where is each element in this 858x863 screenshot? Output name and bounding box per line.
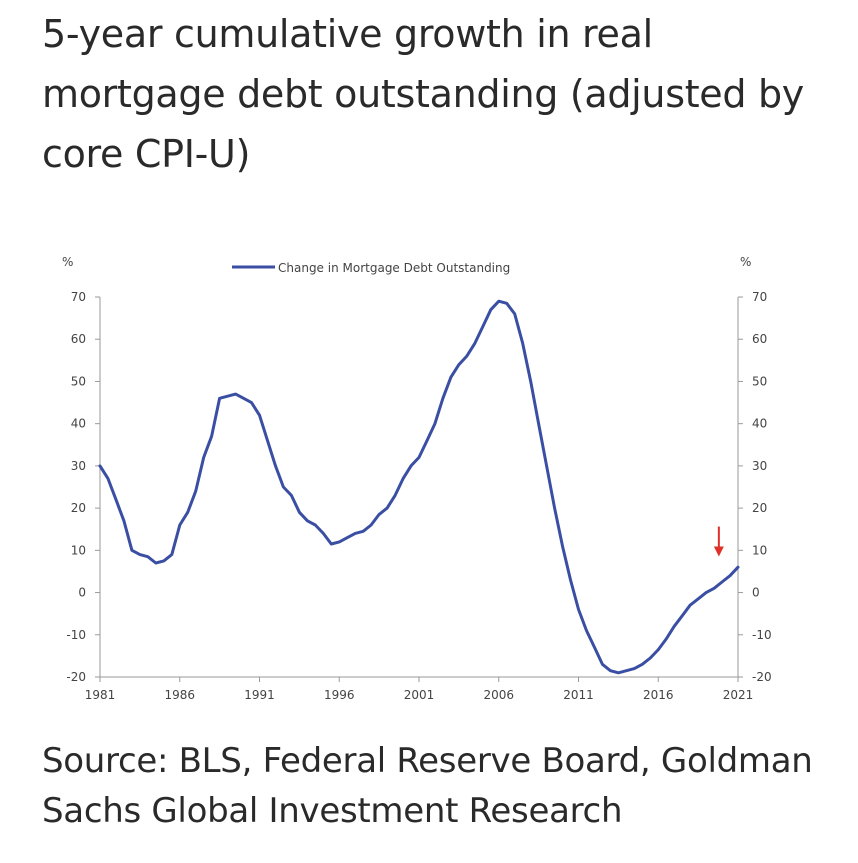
x-tick-label: 1991	[244, 688, 275, 702]
y-tick-label-right: 10	[752, 543, 767, 557]
chart-title: 5-year cumulative growth in real mortgag…	[42, 12, 804, 176]
chart-plot-area	[98, 299, 740, 675]
line-chart: % % 70 70 60 60 50 50 40 40 30 30 20 20 10 10 0 0 -10 -10 -2…	[62, 255, 772, 702]
x-tick-label: 2001	[404, 688, 435, 702]
y-tick-label-right: 60	[752, 332, 767, 346]
y-tick-label-right: -20	[752, 670, 772, 684]
y-tick-label-right: -10	[752, 628, 772, 642]
arrow-head	[713, 546, 724, 557]
y-tick-label-left: 0	[78, 586, 86, 600]
y-tick-label-left: 60	[71, 332, 86, 346]
y-tick-label-right: 70	[752, 290, 767, 304]
x-tick-label: 2011	[563, 688, 594, 702]
y-tick-label-right: 0	[752, 586, 760, 600]
y-tick-label-right: 30	[752, 459, 767, 473]
x-tick-label: 2006	[483, 688, 514, 702]
y-tick-label-left: 10	[71, 543, 86, 557]
y-unit-right-label: %	[740, 255, 751, 269]
x-tick-label: 1986	[164, 688, 195, 702]
x-tick-label: 2016	[643, 688, 674, 702]
y-tick-label-left: 30	[71, 459, 86, 473]
source-note: Source: BLS, Federal Reserve Board, Gold…	[42, 741, 813, 831]
x-tick-label: 1996	[324, 688, 355, 702]
y-tick-label-left: 70	[71, 290, 86, 304]
series-line-mortgage-debt	[98, 299, 740, 675]
legend-label: Change in Mortgage Debt Outstanding	[278, 261, 510, 275]
y-tick-label-left: -20	[66, 670, 86, 684]
y-tick-label-right: 20	[752, 501, 767, 515]
x-tick-label: 1981	[85, 688, 116, 702]
y-tick-label-left: 50	[71, 374, 86, 388]
y-tick-label-left: 40	[71, 417, 86, 431]
y-tick-label-left: -10	[66, 628, 86, 642]
y-tick-label-left: 20	[71, 501, 86, 515]
y-unit-left-label: %	[62, 255, 73, 269]
chart-legend: Change in Mortgage Debt Outstanding	[232, 261, 510, 275]
x-tick-label: 2021	[723, 688, 754, 702]
chart-axes: % % 70 70 60 60 50 50 40 40 30 30 20 20 10 10 0 0 -10 -10 -2…	[62, 255, 772, 702]
chart-annotations	[713, 526, 724, 557]
y-tick-label-right: 40	[752, 417, 767, 431]
y-tick-label-right: 50	[752, 374, 767, 388]
